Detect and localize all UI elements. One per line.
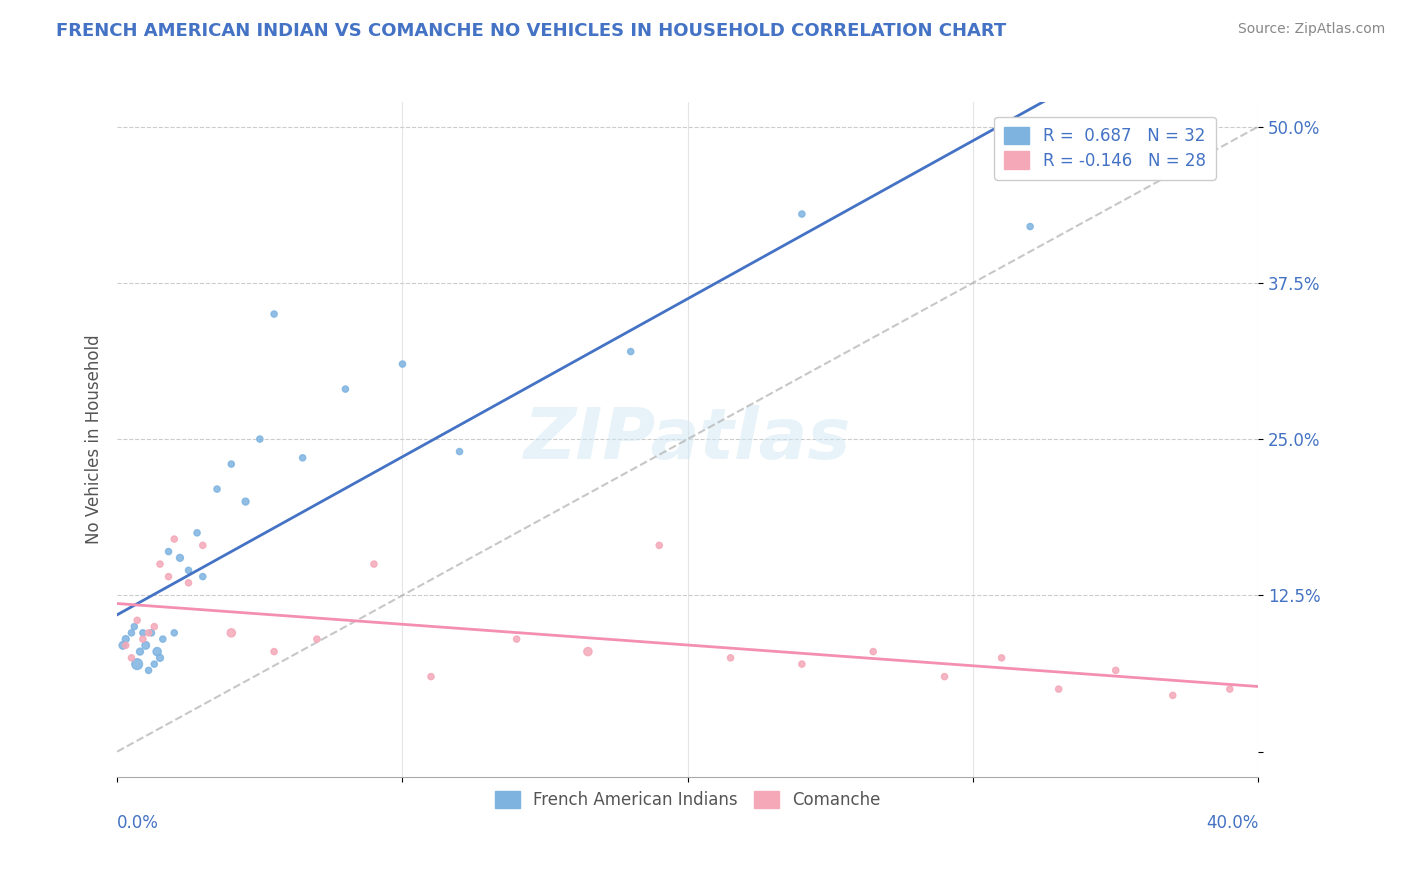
Text: ZIPatlas: ZIPatlas: [524, 405, 852, 474]
Point: [934, 670, 956, 684]
Point: [135, 638, 157, 652]
Point: [648, 538, 671, 552]
Point: [205, 482, 228, 496]
Point: [990, 651, 1012, 665]
Point: [576, 644, 599, 658]
Point: [138, 625, 160, 640]
Point: [114, 638, 136, 652]
Point: [152, 632, 174, 646]
Point: [449, 444, 471, 458]
Point: [143, 619, 166, 633]
Point: [1219, 682, 1241, 697]
Point: [363, 557, 385, 571]
Legend: French American Indians, Comanche: French American Indians, Comanche: [488, 784, 887, 815]
Point: [305, 632, 328, 646]
Point: [111, 638, 134, 652]
Point: [129, 644, 152, 658]
Point: [149, 557, 172, 571]
Point: [291, 450, 314, 465]
Text: 40.0%: 40.0%: [1206, 814, 1258, 831]
Point: [127, 613, 149, 627]
Point: [149, 651, 172, 665]
Point: [132, 632, 155, 646]
Point: [1047, 682, 1070, 697]
Point: [249, 432, 271, 446]
Point: [1019, 219, 1042, 234]
Text: FRENCH AMERICAN INDIAN VS COMANCHE NO VEHICLES IN HOUSEHOLD CORRELATION CHART: FRENCH AMERICAN INDIAN VS COMANCHE NO VE…: [56, 22, 1007, 40]
Point: [420, 670, 443, 684]
Point: [120, 625, 142, 640]
Y-axis label: No Vehicles in Household: No Vehicles in Household: [86, 334, 103, 544]
Point: [391, 357, 413, 371]
Point: [620, 344, 643, 359]
Text: 0.0%: 0.0%: [117, 814, 159, 831]
Text: Source: ZipAtlas.com: Source: ZipAtlas.com: [1237, 22, 1385, 37]
Point: [163, 625, 186, 640]
Point: [1161, 689, 1184, 703]
Point: [720, 651, 742, 665]
Point: [163, 532, 186, 546]
Point: [263, 307, 285, 321]
Point: [120, 651, 142, 665]
Point: [157, 544, 180, 558]
Point: [157, 569, 180, 583]
Point: [263, 644, 285, 658]
Point: [790, 207, 813, 221]
Point: [505, 632, 527, 646]
Point: [127, 657, 149, 672]
Point: [114, 632, 136, 646]
Point: [169, 550, 191, 565]
Point: [177, 575, 200, 590]
Point: [235, 494, 257, 508]
Point: [138, 664, 160, 678]
Point: [862, 644, 884, 658]
Point: [141, 625, 163, 640]
Point: [221, 457, 243, 471]
Point: [177, 563, 200, 577]
Point: [221, 625, 243, 640]
Point: [335, 382, 357, 396]
Point: [790, 657, 813, 672]
Point: [1105, 664, 1128, 678]
Point: [132, 625, 155, 640]
Point: [143, 657, 166, 672]
Point: [186, 525, 208, 540]
Point: [124, 619, 146, 633]
Point: [191, 569, 214, 583]
Point: [191, 538, 214, 552]
Point: [146, 644, 169, 658]
